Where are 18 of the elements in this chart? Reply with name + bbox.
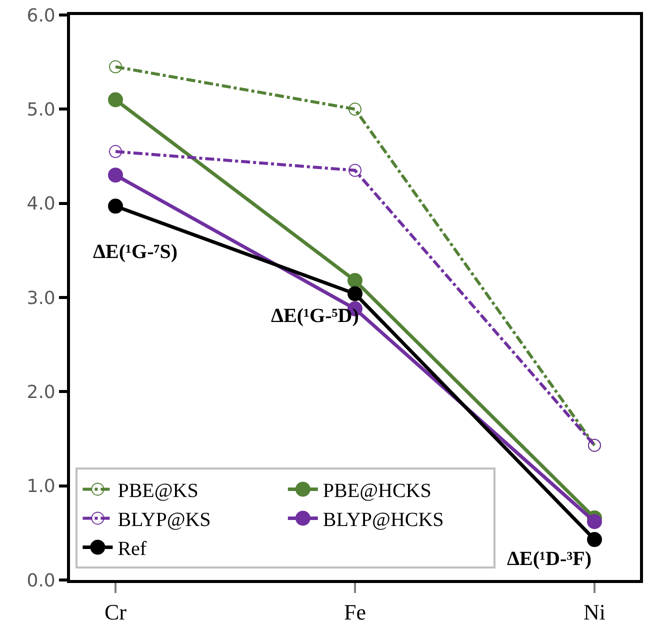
y-tick-label: 4.0 (26, 194, 56, 215)
annotation: ΔE(¹G-⁷S) (93, 241, 178, 263)
x-tick-label: Cr (104, 599, 128, 624)
legend-label: BLYP@KS (118, 509, 211, 531)
annotation: ΔE(¹D-³F) (507, 548, 592, 570)
x-tick-label: Ni (584, 599, 606, 624)
legend-label: PBE@HCKS (322, 480, 432, 502)
legend-label: Ref (118, 538, 147, 560)
y-tick-label: 3.0 (26, 288, 56, 309)
y-tick-label: 0.0 (26, 570, 56, 592)
legend-label: PBE@KS (118, 480, 198, 502)
legend-label: BLYP@HCKS (322, 509, 444, 531)
y-tick-label: 2.0 (26, 382, 56, 403)
y-tick-label: 6.0 (26, 5, 56, 26)
y-tick-label: 5.0 (26, 99, 56, 120)
x-tick-label: Fe (344, 599, 366, 624)
annotation: ΔE(¹G-⁵D) (271, 305, 359, 327)
y-tick-label: 1.0 (26, 476, 56, 498)
